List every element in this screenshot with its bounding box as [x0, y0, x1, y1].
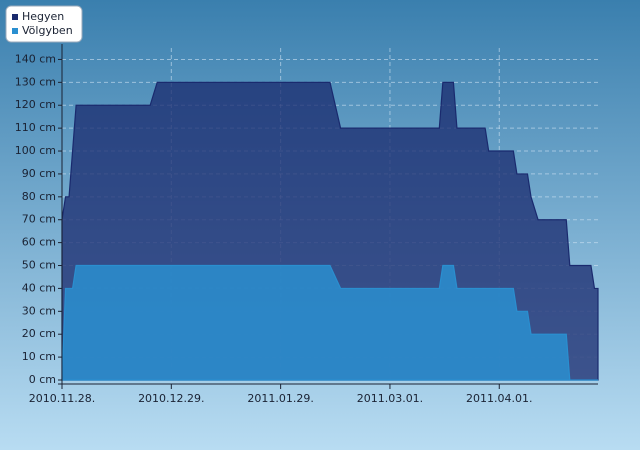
y-tick-label: 90 cm: [22, 167, 56, 180]
y-tick-label: 130 cm: [15, 75, 56, 88]
y-tick-label: 20 cm: [22, 327, 56, 340]
y-tick-label: 10 cm: [22, 350, 56, 363]
x-tick-label: 2011.04.01.: [466, 392, 532, 405]
y-tick-label: 40 cm: [22, 281, 56, 294]
x-tick-label: 2010.11.28.: [29, 392, 95, 405]
legend-swatch: [12, 28, 18, 34]
legend-swatch: [12, 14, 18, 20]
x-tick-label: 2011.03.01.: [357, 392, 423, 405]
y-tick-label: 50 cm: [22, 259, 56, 272]
y-tick-label: 120 cm: [15, 98, 56, 111]
y-tick-label: 0 cm: [29, 373, 56, 386]
y-tick-label: 60 cm: [22, 236, 56, 249]
area: [61, 264, 598, 381]
legend-box: [5, 5, 83, 43]
y-tick-label: 80 cm: [22, 190, 56, 203]
y-tick-label: 100 cm: [15, 144, 56, 157]
legend-label: Völgyben: [22, 24, 73, 37]
plot: 0 cm 10 cm 20 cm 30 cm 40 cm 50 cm 60 cm 70 cm 8…: [15, 44, 599, 405]
y-tick-label: 110 cm: [15, 121, 56, 134]
y-tick-label: 30 cm: [22, 304, 56, 317]
y-tick-label: 140 cm: [15, 52, 56, 65]
y-tick-label: 70 cm: [22, 213, 56, 226]
x-tick-label: 2010.12.29.: [138, 392, 204, 405]
x-tick-label: 2011.01.29.: [247, 392, 313, 405]
legend-label: Hegyen: [22, 10, 64, 23]
